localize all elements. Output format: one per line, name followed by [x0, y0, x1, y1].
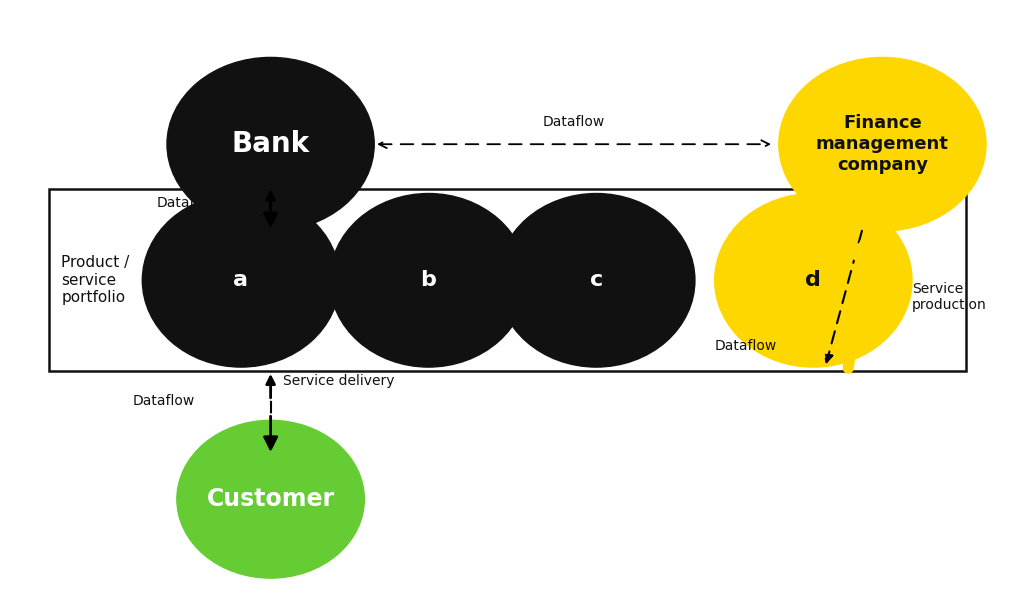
Text: Dataflow: Dataflow [132, 394, 195, 408]
Ellipse shape [167, 57, 375, 231]
Text: a: a [233, 270, 248, 290]
Ellipse shape [498, 193, 695, 367]
Text: c: c [590, 270, 603, 290]
Ellipse shape [177, 420, 365, 578]
Text: b: b [420, 270, 436, 290]
Ellipse shape [715, 193, 912, 367]
Bar [48, 188, 967, 371]
Text: Service
production: Service production [912, 282, 987, 312]
Text: Bank: Bank [231, 130, 310, 158]
Text: Dataflow: Dataflow [542, 116, 605, 129]
Text: Service delivery: Service delivery [284, 374, 395, 388]
Text: Dataflow: Dataflow [158, 196, 219, 210]
Text: Dataflow: Dataflow [715, 340, 777, 353]
Text: Customer: Customer [206, 487, 334, 511]
Ellipse shape [330, 193, 527, 367]
Ellipse shape [142, 193, 339, 367]
Text: Product /
service
portfolio: Product / service portfolio [62, 255, 129, 305]
Ellipse shape [779, 57, 986, 231]
Text: Finance
management
company: Finance management company [816, 114, 948, 174]
Text: d: d [805, 270, 821, 290]
